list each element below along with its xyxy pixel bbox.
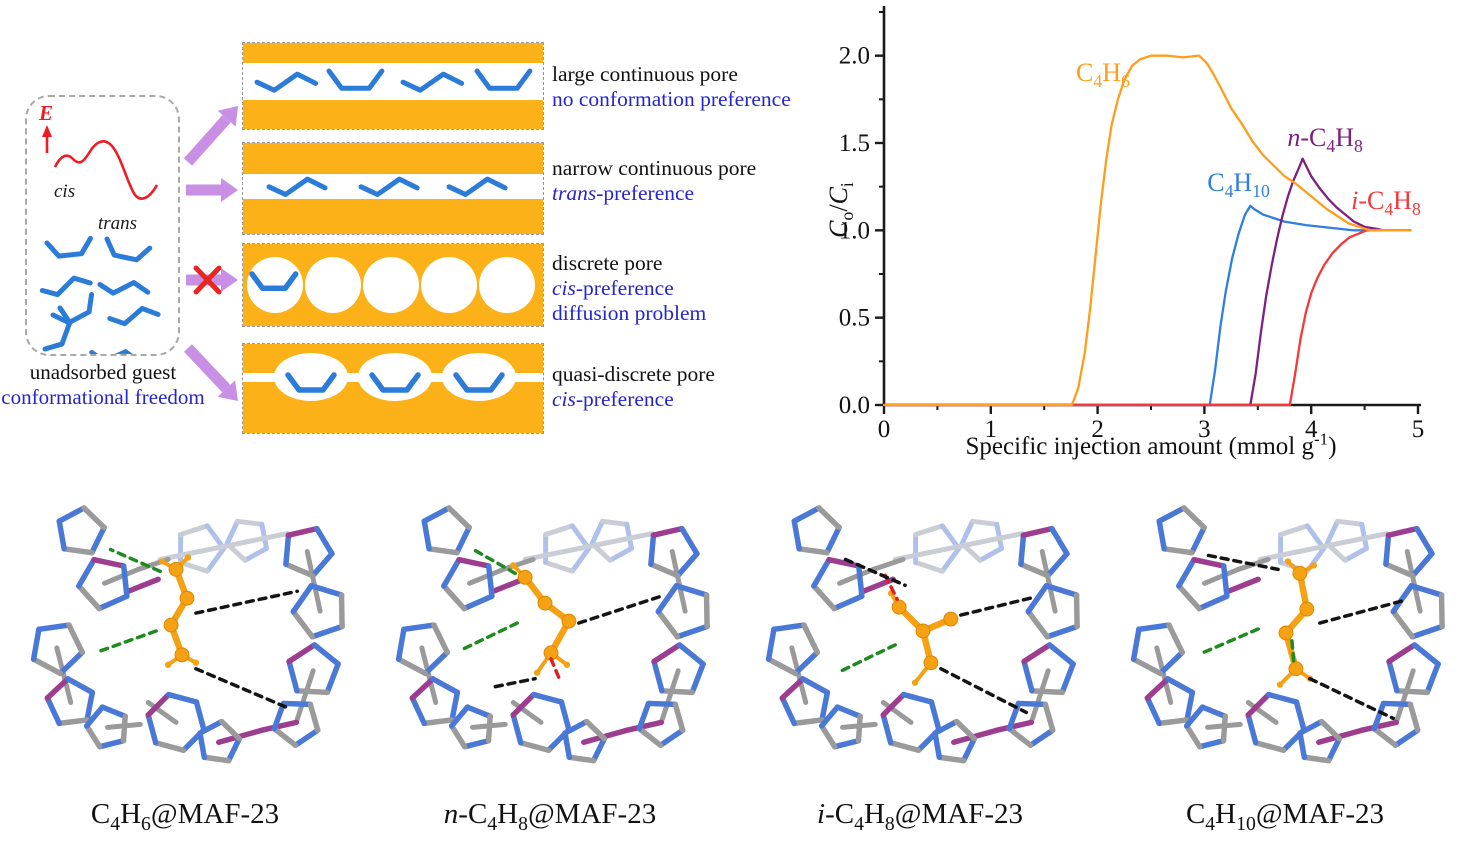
y-tick-label: 1.0 (839, 217, 870, 244)
discrete-pore-drawing (243, 244, 543, 326)
trans-label: trans (98, 213, 138, 234)
flow-arrows (183, 106, 238, 401)
curve-label-3: i-C4H8 (1351, 185, 1421, 219)
caption-i-c4h8-maf23: i-C4H8@MAF-23 (817, 798, 1023, 835)
chart-plot-area: 0 1 2 3 4 5 0.0 0.5 1.0 1.5 2.0 (839, 6, 1425, 443)
structure-c4h6-maf23 (30, 505, 345, 764)
label-discrete-pore: discrete pore cis-preference diffusion p… (552, 251, 707, 325)
quasi-discrete-pore-drawing (243, 344, 543, 433)
x-tick-label: 3 (1198, 416, 1211, 443)
caption-n-c4h8-maf23: n-C4H8@MAF-23 (443, 798, 657, 835)
curve-series-2 (882, 157, 1385, 407)
y-axis-title: Co/Ci (824, 182, 858, 238)
structure-c4h10-maf23 (1130, 505, 1445, 764)
caption-c4h10-maf23: C4H10@MAF-23 (1185, 798, 1385, 835)
cis-label: cis (54, 181, 76, 202)
curve-series-1 (882, 204, 1377, 407)
structure-n-c4h8-maf23 (395, 505, 710, 764)
x-tick-label: 0 (878, 416, 891, 443)
panel-quasi-discrete-pore (242, 343, 544, 434)
curve-series-3 (882, 229, 1412, 407)
x-tick-label: 5 (1412, 416, 1425, 443)
y-tick-label: 0.5 (839, 305, 870, 332)
label-large-continuous-pore: large continuous pore no conformation pr… (552, 62, 791, 111)
curve-series-0 (882, 54, 1412, 407)
energy-curve (53, 140, 159, 200)
x-tick-label: 2 (1091, 416, 1104, 443)
caption-unadsorbed-guest: unadsorbed guest (29, 360, 177, 384)
label-quasi-discrete-pore: quasi-discrete pore cis-preference (552, 362, 715, 411)
unadsorbed-guest-box: E cis trans (25, 95, 180, 365)
caption-conformational-freedom: conformational freedom (1, 385, 205, 409)
narrow-pore-drawing (243, 143, 543, 234)
curve-label-1: C4H10 (1207, 168, 1270, 202)
x-tick-label: 1 (985, 416, 998, 443)
energy-arrow-icon (42, 125, 52, 137)
y-tick-label: 1.5 (839, 130, 870, 157)
label-narrow-continuous-pore: narrow continuous pore trans-preference (552, 156, 757, 205)
x-tick-label: 4 (1305, 416, 1318, 443)
y-tick-label: 0.0 (839, 392, 870, 419)
caption-c4h6-maf23: C4H6@MAF-23 (90, 798, 280, 835)
chart-axes (882, 6, 1421, 407)
x-axis-title: Specific injection amount (mmol g-1) (965, 429, 1337, 460)
structure-i-c4h8-maf23 (765, 505, 1080, 764)
panel-large-continuous-pore (242, 42, 544, 130)
energy-axis-label: E (39, 101, 54, 125)
curve-label-2: n-C4H8 (1287, 122, 1363, 156)
y-tick-label: 2.0 (839, 43, 870, 70)
panel-narrow-continuous-pore (242, 142, 544, 235)
guest-box-caption: unadsorbed guest conformational freedom (0, 360, 212, 410)
selectivity-chart: 0 1 2 3 4 5 0.0 0.5 1.0 1.5 2.0 C4H6 C4H10 n-C4H8 i-C… (820, 0, 1467, 470)
curve-label-0: C4H6 (1076, 58, 1130, 92)
panel-discrete-pore (242, 243, 544, 327)
large-pore-drawing (243, 43, 543, 129)
